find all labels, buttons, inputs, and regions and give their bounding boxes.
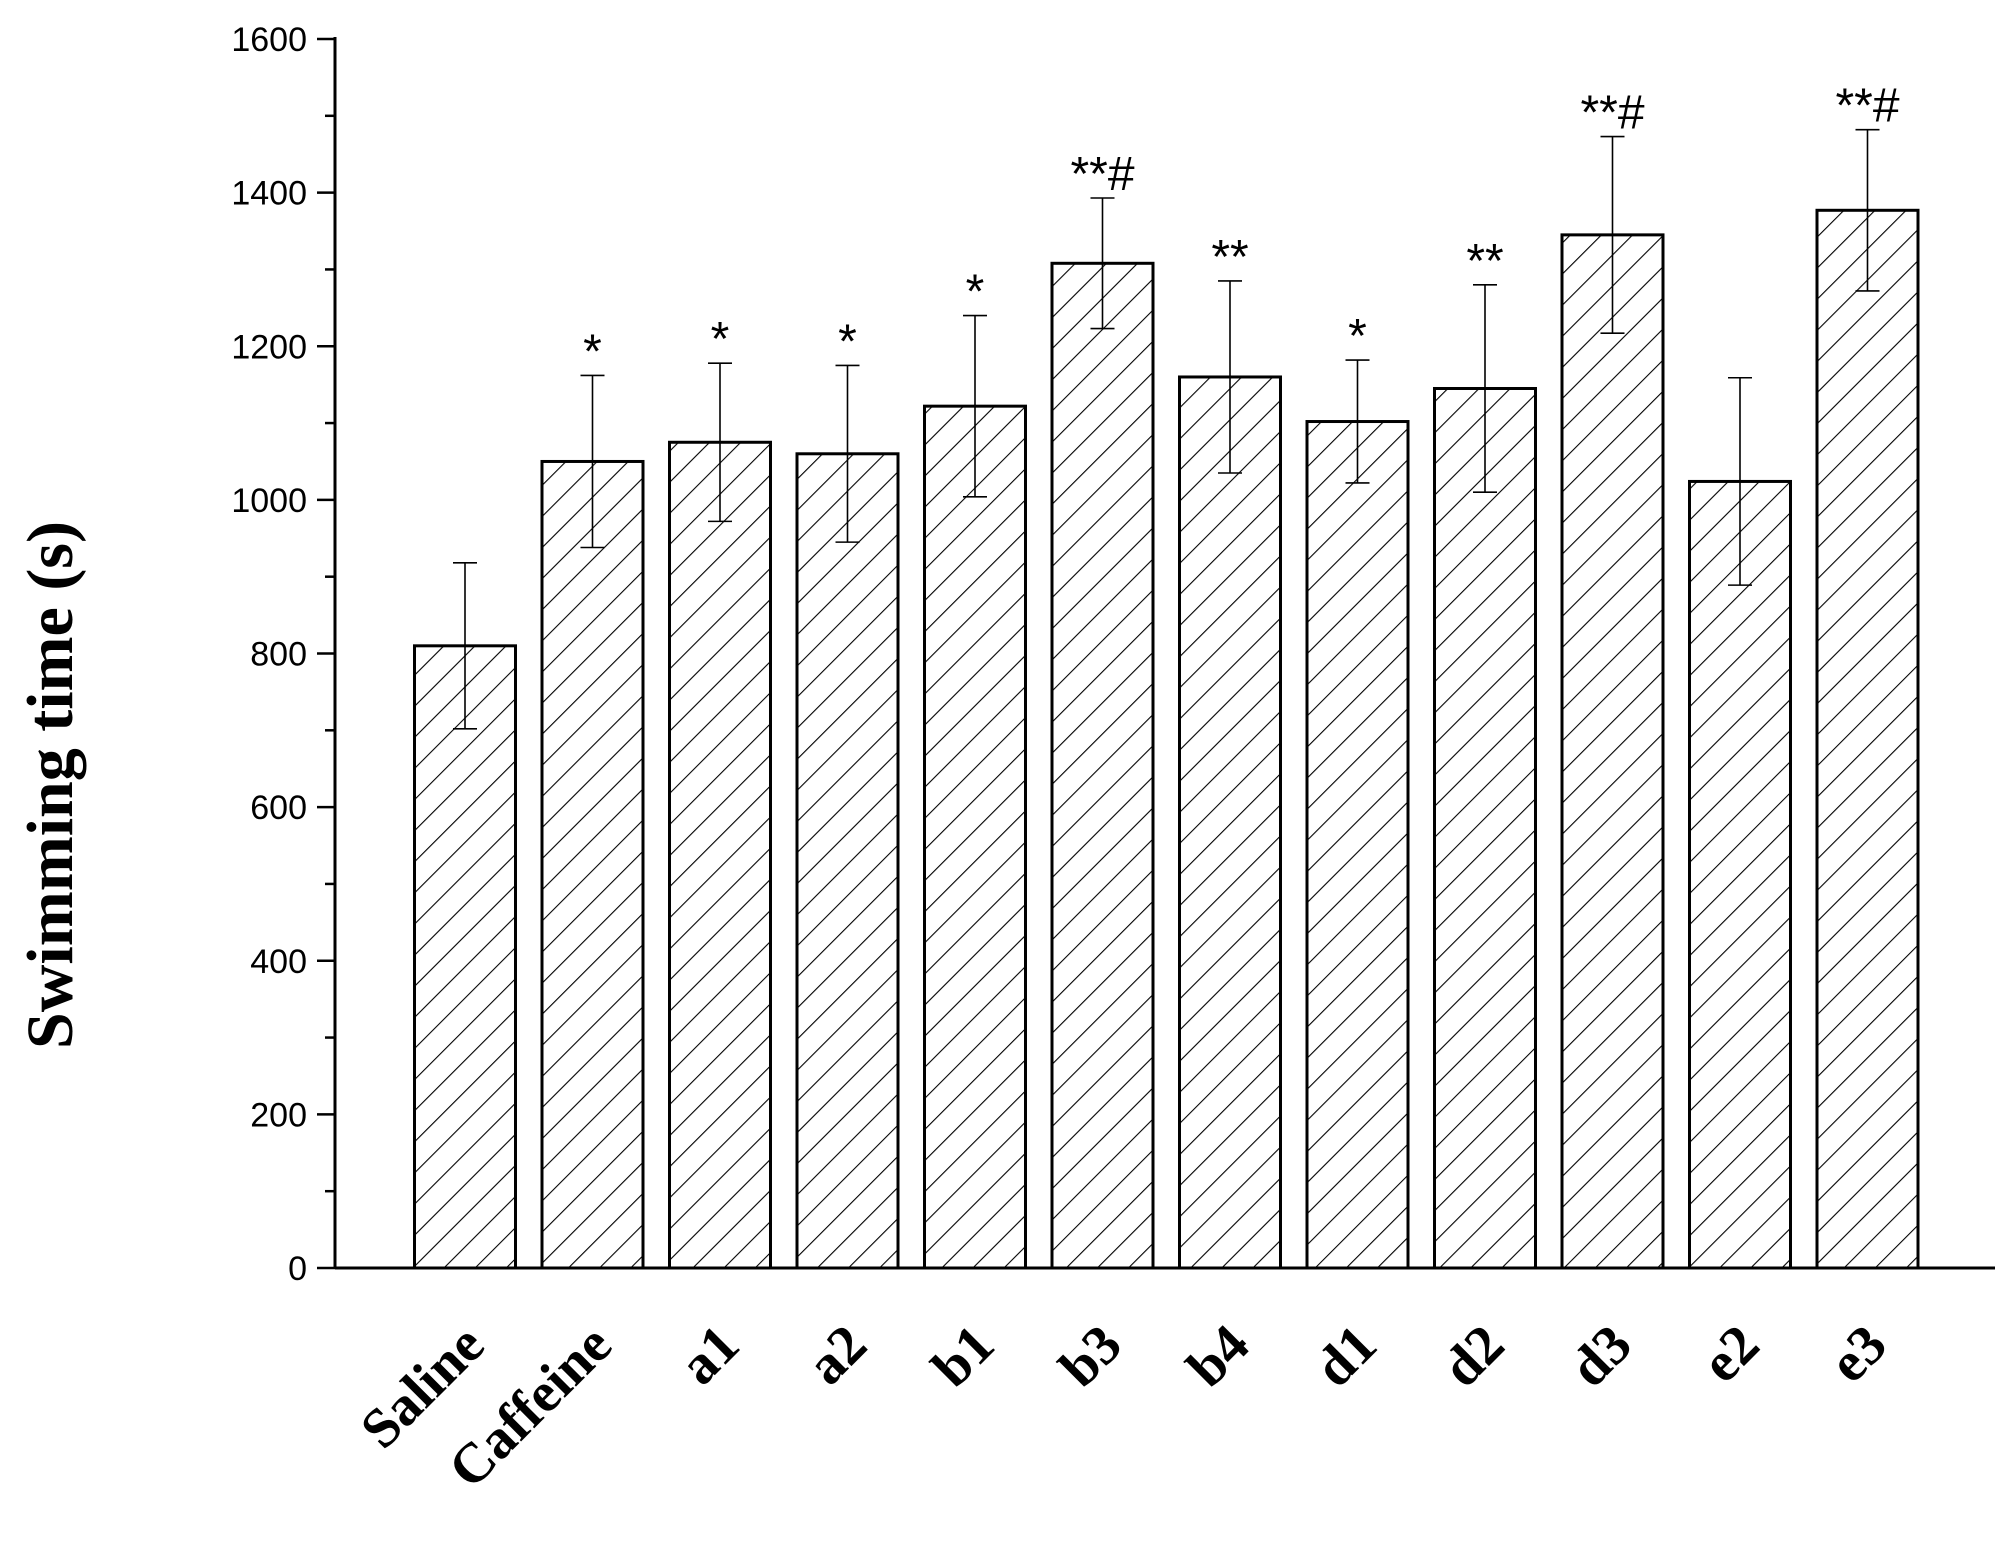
error-bar-d1 <box>1345 359 1370 484</box>
y-tick-label-400: 400 <box>250 943 307 981</box>
bar-a1 <box>668 440 772 1270</box>
significance-label-d3: **# <box>1580 87 1644 140</box>
y-tick-label-1400: 1400 <box>231 175 307 213</box>
bar-d3 <box>1560 233 1665 1270</box>
x-tick-label-a2: a2 <box>795 1313 878 1396</box>
error-bar-b4 <box>1218 280 1242 474</box>
x-tick-label-b4: b4 <box>1176 1313 1262 1399</box>
error-bar-b1 <box>963 314 987 498</box>
significance-label-b1: * <box>966 266 985 319</box>
significance-label-a1: * <box>711 313 730 366</box>
significance-label-e3: **# <box>1835 80 1899 133</box>
bar-a2 <box>795 452 900 1270</box>
bar-e3 <box>1815 208 1920 1270</box>
bar-b1 <box>923 404 1027 1270</box>
error-bars-layer <box>453 128 1880 730</box>
significance-label-a2: * <box>838 315 857 368</box>
error-bar-b3 <box>1090 197 1115 330</box>
y-tick-label-1200: 1200 <box>231 328 307 366</box>
bars-layer <box>413 208 1920 1270</box>
y-tick-label-1000: 1000 <box>231 482 307 520</box>
y-tick-label-0: 0 <box>288 1250 307 1288</box>
x-tick-label-d1: d1 <box>1303 1313 1389 1399</box>
error-bar-d3 <box>1600 135 1625 334</box>
x-tick-label-b1: b1 <box>921 1313 1007 1399</box>
x-tick-label-e2: e2 <box>1690 1313 1771 1394</box>
x-tick-label-d3: d3 <box>1558 1313 1644 1399</box>
y-tick-label-1600: 1600 <box>231 21 307 59</box>
error-bar-e3 <box>1855 128 1880 292</box>
significance-label-d1: * <box>1348 310 1367 363</box>
error-bar-e2 <box>1728 376 1752 586</box>
significance-label-b3: **# <box>1070 148 1134 201</box>
bar-b3 <box>1050 261 1155 1270</box>
x-tick-label-b3: b3 <box>1048 1313 1134 1399</box>
error-bar-a2 <box>835 364 860 543</box>
y-tick-label-200: 200 <box>250 1096 307 1134</box>
x-tick-label-d2: d2 <box>1431 1313 1517 1399</box>
y-ticks-layer: 0 200 400 600 800 1000 1200 1400 1600 <box>231 21 335 1288</box>
y-tick-label-600: 600 <box>250 789 307 827</box>
bar-Caffeine <box>540 459 645 1270</box>
y-tick-label-800: 800 <box>250 636 307 674</box>
error-bar-a1 <box>708 362 732 523</box>
bar-Saline <box>413 644 517 1270</box>
significance-labels-layer: * * ****#*******# **# <box>583 80 1900 379</box>
bar-b4 <box>1178 375 1282 1270</box>
significance-label-d2: ** <box>1466 235 1503 288</box>
error-bar-d2 <box>1473 283 1497 493</box>
error-bar-Caffeine <box>580 374 605 549</box>
y-axis-title: Swimming time (s) <box>14 521 87 1049</box>
bar-e2 <box>1688 479 1792 1270</box>
error-bar-Saline <box>453 562 477 730</box>
x-tick-label-a1: a1 <box>668 1313 751 1396</box>
bar-d2 <box>1433 386 1537 1270</box>
significance-label-b4: ** <box>1211 231 1248 284</box>
x-tick-label-e3: e3 <box>1817 1313 1898 1394</box>
significance-label-Caffeine: * <box>583 325 602 378</box>
bar-d1 <box>1305 420 1410 1270</box>
